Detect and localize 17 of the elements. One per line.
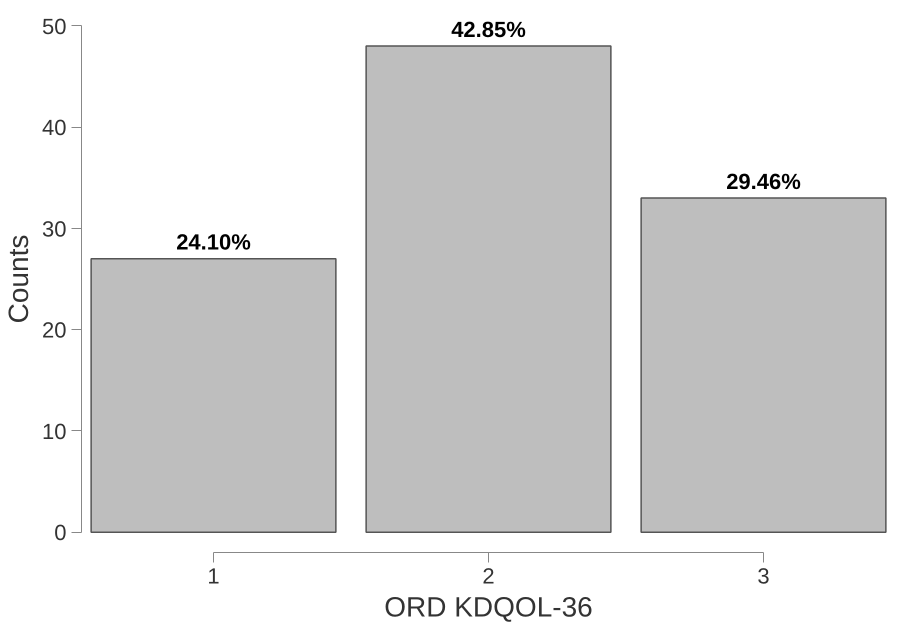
annotation: 42.85% [451,17,526,42]
bar [640,197,887,533]
y-tick-label: 10 [42,418,67,444]
bar [365,45,612,533]
annotation: 24.10% [176,230,251,255]
y-tick-label: 40 [42,115,67,140]
x-tick-label: 3 [757,564,770,588]
y-tick-label: 30 [42,216,67,242]
bar [90,258,337,533]
annotation: 29.46% [726,168,801,194]
y-tick-label: 20 [42,318,67,343]
x-axis-title: ORD KDQOL-36 [384,592,593,622]
x-tick-label: 1 [207,564,220,588]
x-tick-label: 2 [482,564,495,588]
y-tick-label: 50 [42,14,67,39]
y-tick-label: 0 [54,520,67,546]
y-axis-title: Counts [3,234,34,324]
